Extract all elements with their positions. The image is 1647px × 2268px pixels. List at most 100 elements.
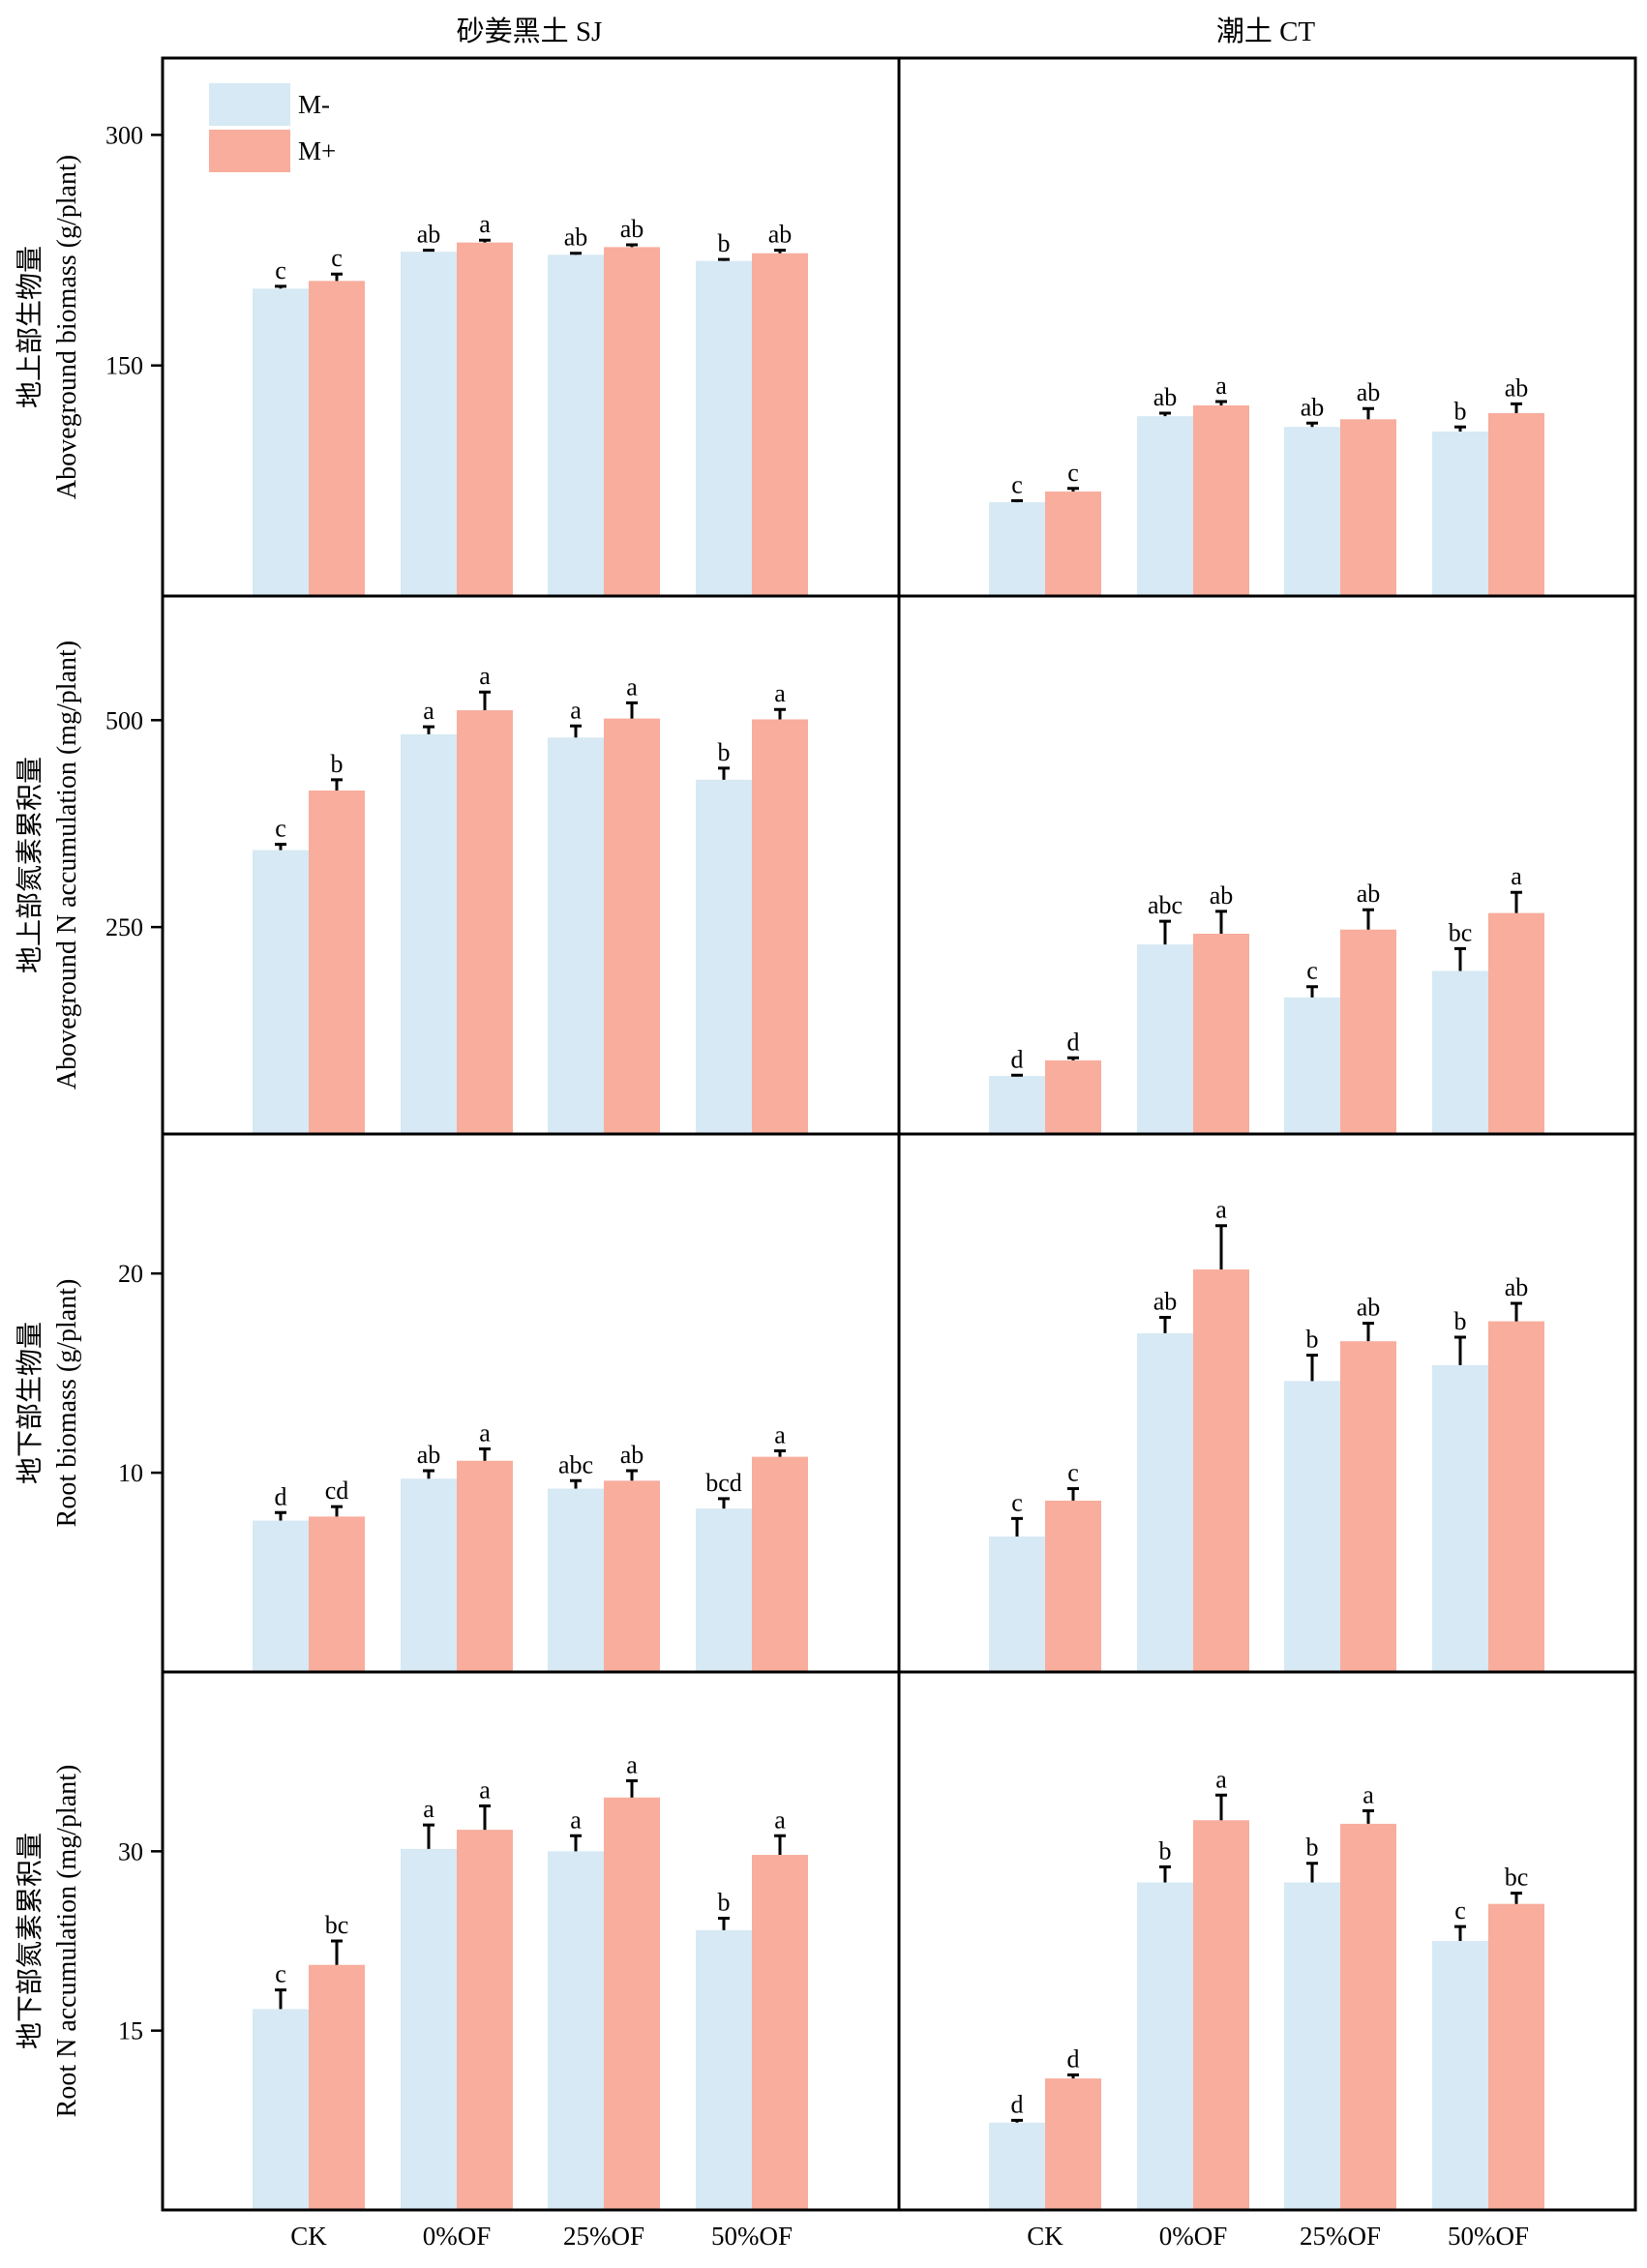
- bar: [1432, 970, 1488, 1134]
- x-tick-label: 25%OF: [563, 2222, 644, 2251]
- significance-letter: ab: [1153, 383, 1178, 411]
- error-bar: [1454, 1335, 1466, 1365]
- significance-letter: a: [626, 672, 638, 701]
- significance-letter: ab: [1357, 880, 1381, 908]
- significance-letter: a: [1215, 1765, 1227, 1793]
- x-tick-label: 50%OF: [1448, 2222, 1529, 2251]
- significance-letter: c: [275, 815, 286, 843]
- y-tick-label: 250: [105, 913, 143, 941]
- y-axis-label-cn: 地上部氮素累积量: [15, 757, 45, 973]
- significance-letter: b: [1159, 1836, 1172, 1865]
- bar: [1284, 1882, 1340, 2210]
- y-tick-label: 150: [105, 352, 143, 380]
- error-bar: [1363, 1322, 1374, 1342]
- bar: [1340, 1823, 1396, 2210]
- error-bar: [1159, 411, 1171, 417]
- error-bar: [331, 272, 343, 282]
- bar: [548, 1851, 604, 2210]
- y-axis-label-cn: 地上部生物量: [15, 246, 45, 408]
- bar: [1340, 1341, 1396, 1672]
- significance-letter: abc: [558, 1450, 593, 1478]
- y-tick-label: 10: [118, 1459, 143, 1487]
- y-tick-label: 300: [105, 121, 143, 149]
- panels: 150 300 地上部生物量 Aboveground biomass (g/plant…: [15, 121, 1635, 2251]
- significance-letter: ab: [1505, 373, 1529, 402]
- significance-letter: a: [423, 1795, 434, 1823]
- bar: [752, 1456, 808, 1672]
- panel-4: 15 30 地下部氮素累积量 Root N accumulation (mg/plan…: [15, 1670, 1635, 2251]
- significance-letter: b: [718, 1889, 731, 1917]
- significance-letter: a: [570, 696, 582, 724]
- y-axis-label-en: Root biomass (g/plant): [52, 1279, 82, 1528]
- significance-letter: bcd: [705, 1469, 742, 1497]
- bar: [548, 737, 604, 1134]
- x-tick-label: 0%OF: [1159, 2222, 1228, 2251]
- significance-letter: c: [1454, 1896, 1466, 1925]
- significance-letter: cd: [325, 1477, 349, 1505]
- legend-label: M-: [298, 90, 330, 119]
- error-bar: [718, 1497, 730, 1509]
- significance-letter: b: [331, 750, 344, 778]
- bar: [989, 2122, 1045, 2210]
- error-bar: [1011, 1516, 1023, 1537]
- significance-letter: a: [626, 1750, 638, 1778]
- bar: [752, 719, 808, 1134]
- significance-letter: ab: [1301, 393, 1325, 421]
- error-bar: [1067, 1056, 1079, 1060]
- bar: [1284, 427, 1340, 596]
- significance-letter: a: [774, 1805, 786, 1834]
- significance-letter: c: [1011, 1488, 1023, 1516]
- significance-letter: ab: [1357, 378, 1381, 406]
- bar: [1193, 933, 1249, 1134]
- significance-letter: ab: [620, 215, 644, 243]
- significance-letter: d: [1067, 2044, 1080, 2073]
- error-bar: [626, 243, 638, 248]
- error-bar: [1215, 400, 1227, 406]
- error-bar: [1363, 908, 1374, 930]
- bar: [457, 242, 513, 596]
- bar: [457, 1830, 513, 2210]
- y-axis-label-en: Root N accumulation (mg/plant): [52, 1765, 82, 2118]
- bar: [401, 1848, 457, 2210]
- bar: [457, 1460, 513, 1672]
- y-axis-label-en: Aboveground biomass (g/plant): [52, 155, 82, 499]
- error-bar: [1159, 1865, 1171, 1883]
- significance-letter: c: [331, 244, 343, 272]
- error-bar: [570, 1478, 582, 1489]
- bar: [1340, 929, 1396, 1134]
- error-bar: [1306, 1354, 1318, 1382]
- error-bar: [1363, 406, 1374, 420]
- bar: [696, 779, 752, 1134]
- y-tick-label: 15: [118, 2017, 143, 2045]
- significance-letter: ab: [768, 221, 793, 249]
- error-bar: [1159, 1315, 1171, 1333]
- error-bar: [423, 1823, 434, 1849]
- significance-letter: a: [479, 210, 491, 238]
- error-bar: [626, 1778, 638, 1798]
- x-tick-label: CK: [1027, 2222, 1063, 2251]
- bar: [989, 502, 1045, 596]
- y-axis-label-en: Aboveground N accumulation (mg/plant): [52, 641, 82, 1089]
- significance-letter: d: [1067, 1028, 1080, 1056]
- significance-letter: bc: [325, 1911, 349, 1939]
- bar: [696, 1508, 752, 1672]
- significance-letter: d: [1011, 2090, 1024, 2118]
- significance-letter: ab: [1210, 881, 1234, 910]
- significance-letter: c: [1067, 1459, 1079, 1487]
- error-bar: [774, 1448, 786, 1457]
- error-bar: [718, 1917, 730, 1930]
- bar: [1488, 412, 1544, 596]
- error-bar: [1159, 919, 1171, 945]
- bar: [401, 1478, 457, 1672]
- bar: [1137, 944, 1193, 1134]
- significance-letter: b: [1306, 1834, 1319, 1862]
- error-bar: [626, 701, 638, 719]
- bar: [253, 850, 309, 1134]
- significance-letter: a: [1215, 1196, 1227, 1224]
- bar: [1137, 1332, 1193, 1672]
- error-bar: [1011, 499, 1023, 503]
- significance-letter: a: [774, 679, 786, 707]
- error-bar: [479, 690, 491, 711]
